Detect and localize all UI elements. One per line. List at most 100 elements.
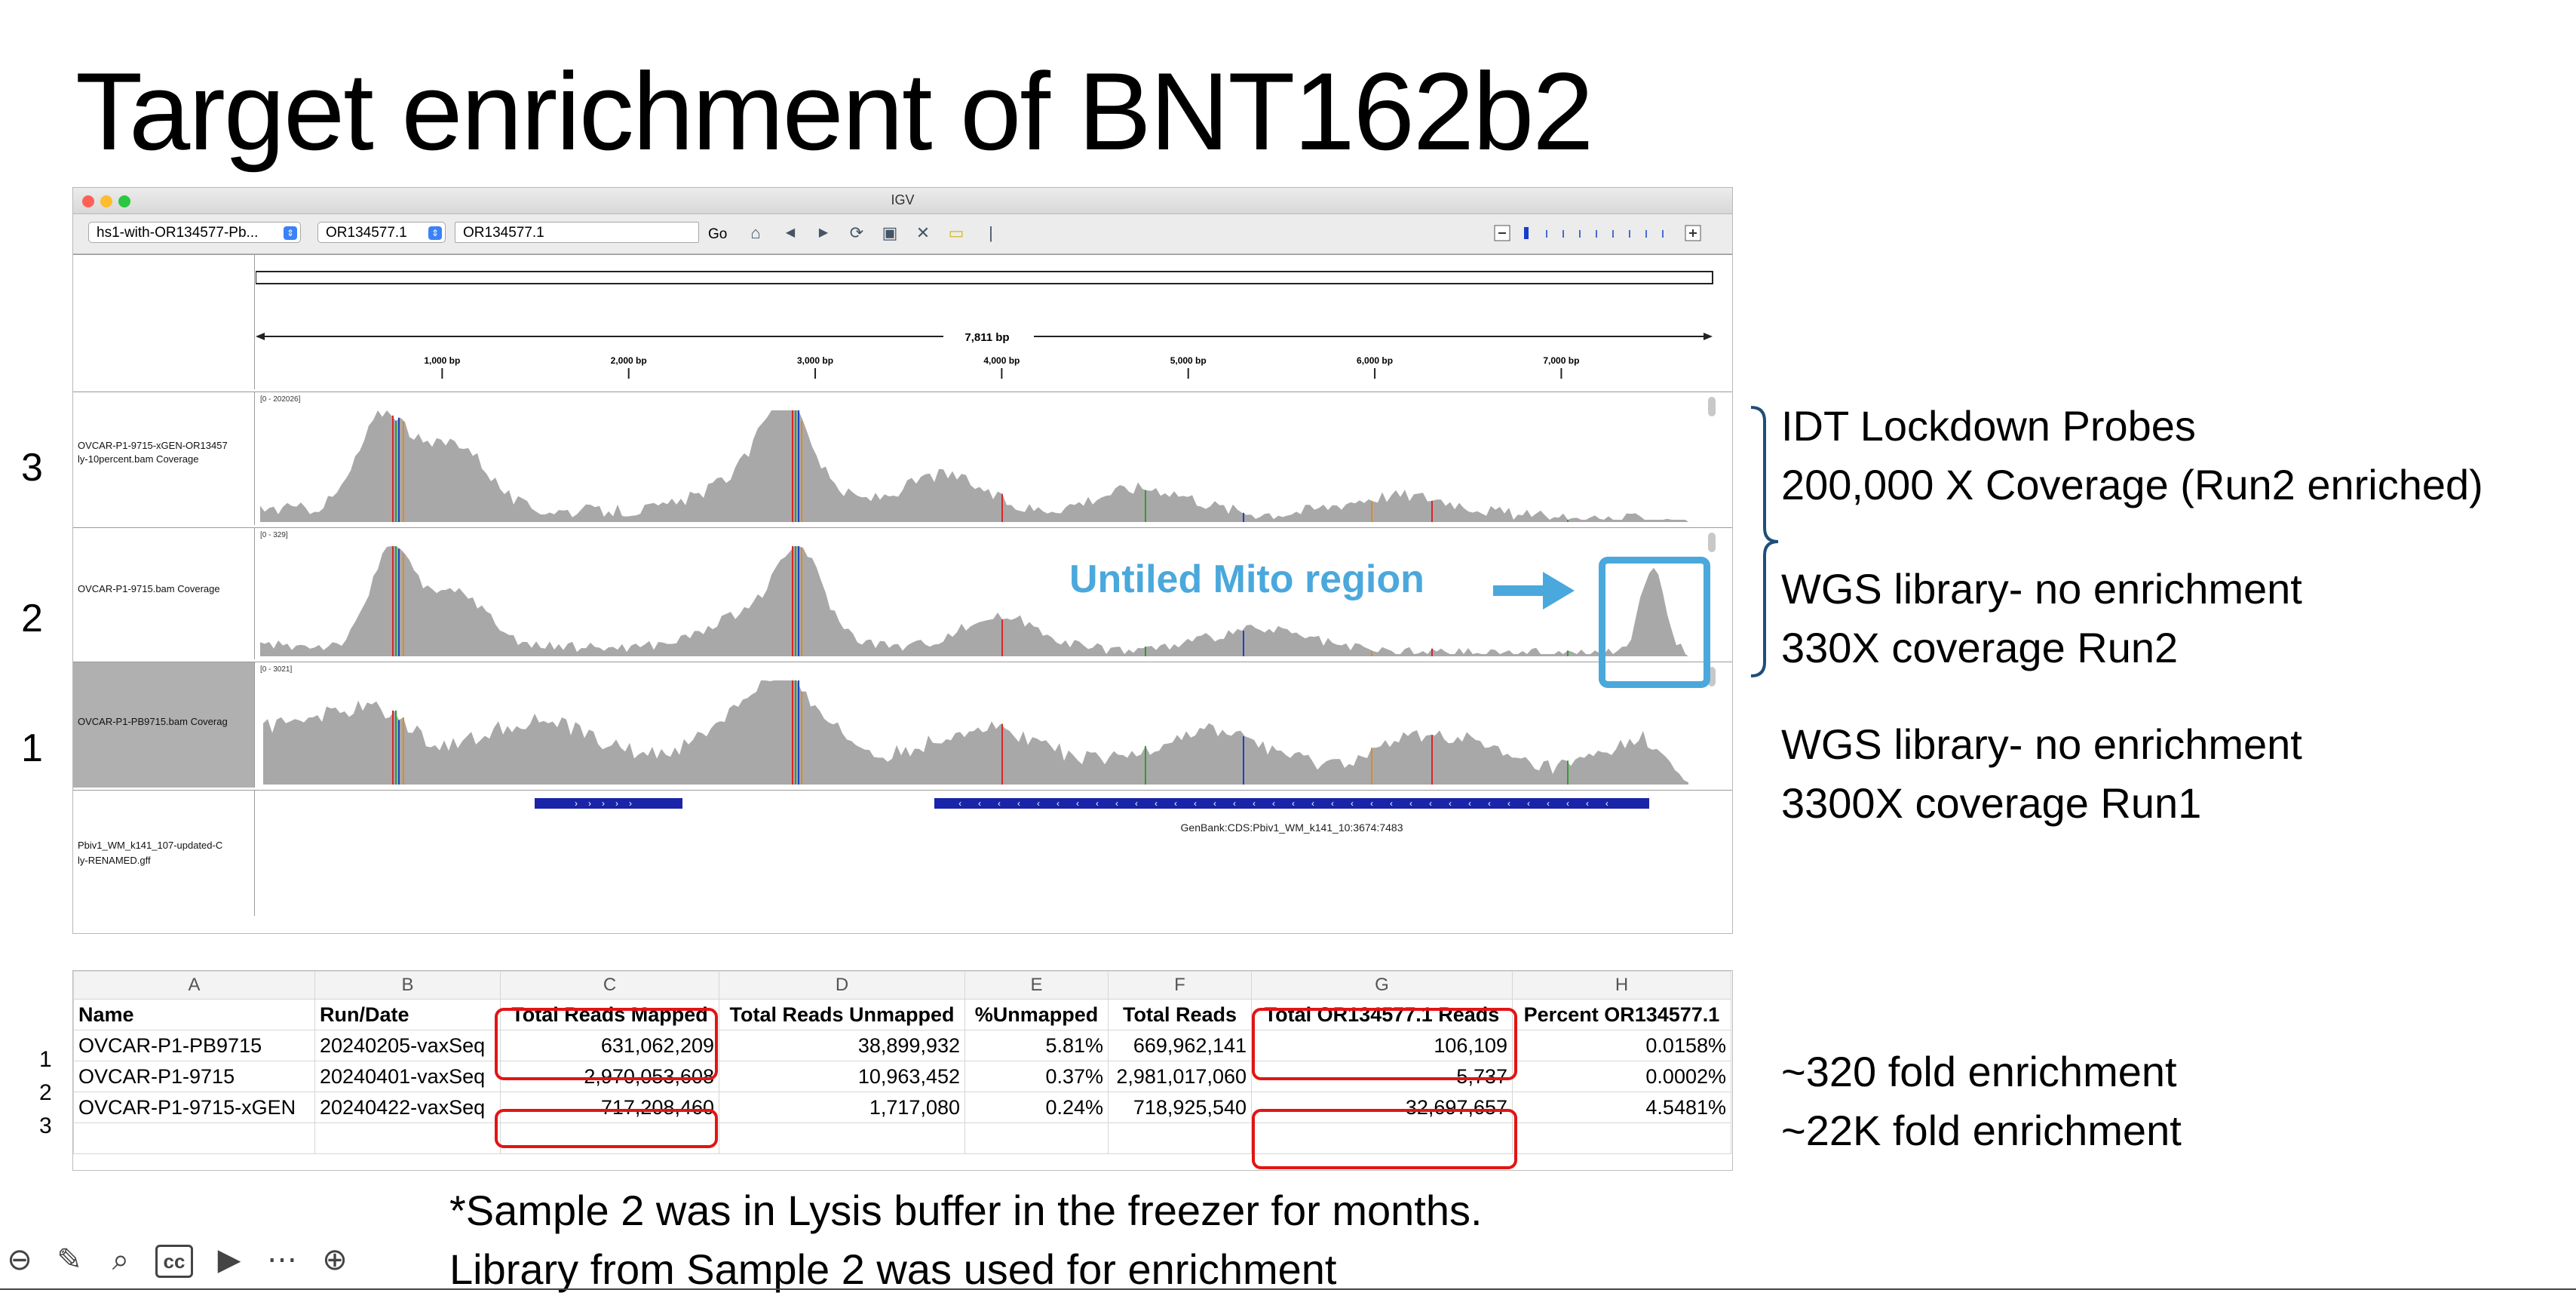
close-window-icon[interactable] — [82, 195, 94, 207]
cell[interactable]: 631,062,209 — [500, 1030, 719, 1061]
cell[interactable]: 10,963,452 — [719, 1061, 965, 1092]
cell[interactable] — [1108, 1122, 1252, 1154]
highlight-box-mapped-run3 — [495, 1109, 718, 1148]
magnifier-icon[interactable]: ⌕ — [112, 1243, 130, 1276]
cell[interactable]: 20240422-vaxSeq — [314, 1092, 501, 1123]
column-letter[interactable]: G — [1251, 971, 1513, 1000]
closed-caption-icon[interactable]: cc — [155, 1245, 193, 1278]
cell[interactable]: OVCAR-P1-9715 — [73, 1061, 315, 1092]
column-letter[interactable]: H — [1512, 971, 1731, 1000]
cell[interactable]: 20240401-vaxSeq — [314, 1061, 501, 1092]
strand-arrows-forward: ››››› — [575, 798, 642, 809]
cell[interactable]: 0.0002% — [1512, 1061, 1731, 1092]
refresh-icon[interactable]: ⟳ — [849, 223, 864, 242]
ruler-tick-label: 3,000 bp — [797, 355, 833, 366]
header-cell[interactable]: Total Reads — [1108, 999, 1252, 1030]
column-letter[interactable]: E — [964, 971, 1109, 1000]
header-cell[interactable]: Total OR134577.1 Reads — [1251, 999, 1513, 1030]
column-letter[interactable]: B — [314, 971, 501, 1000]
coverage-area: [0 - 329] — [256, 528, 1719, 659]
track-scrollbar[interactable] — [1708, 533, 1716, 552]
track-number-2: 2 — [21, 597, 43, 640]
back-icon[interactable]: ◀ — [785, 226, 796, 239]
cell[interactable]: OVCAR-P1-9715-xGEN — [73, 1092, 315, 1123]
cell[interactable]: 718,925,540 — [1108, 1092, 1252, 1123]
table-row: OVCAR-P1-9715-xGEN 20240422-vaxSeq 717,2… — [73, 1092, 1731, 1123]
more-icon[interactable]: ⋯ — [267, 1243, 297, 1276]
go-button[interactable]: Go — [708, 226, 728, 242]
track-scrollbar[interactable] — [1708, 667, 1716, 686]
locus-input[interactable]: OR134577.1 — [455, 222, 699, 243]
cell[interactable] — [73, 1122, 315, 1154]
cell[interactable]: 38,899,932 — [719, 1030, 965, 1061]
cell[interactable]: 5.81% — [964, 1030, 1109, 1061]
pen-icon[interactable]: ✎ — [57, 1243, 82, 1276]
home-icon[interactable]: ⌂ — [750, 223, 761, 242]
cell[interactable] — [1512, 1122, 1731, 1154]
header-cell[interactable]: Total Reads Mapped — [500, 999, 719, 1030]
gff-feature-track: Pbiv1_WM_k141_107-updated-C ly-RENAMED.g… — [73, 790, 1732, 916]
cell[interactable]: 0.24% — [964, 1092, 1109, 1123]
minimize-window-icon[interactable] — [100, 195, 112, 207]
column-letter[interactable]: A — [73, 971, 315, 1000]
roi-icon[interactable]: ▣ — [882, 223, 898, 242]
cell[interactable]: 20240205-vaxSeq — [314, 1030, 501, 1061]
column-letter[interactable]: F — [1108, 971, 1252, 1000]
genome-select[interactable]: hs1-with-OR134577-Pb... ⇕ — [88, 222, 301, 243]
back-arrow-icon[interactable]: ⊖ — [7, 1243, 32, 1276]
track-scrollbar[interactable] — [1708, 397, 1716, 416]
mito-region-label: Untiled Mito region — [1069, 557, 1424, 601]
popup-info-icon[interactable]: ▭ — [948, 223, 964, 242]
forward-icon[interactable]: ▶ — [818, 226, 829, 239]
maximize-window-icon[interactable] — [118, 195, 130, 207]
ruler-icon[interactable]: | — [989, 223, 993, 242]
cds-feature-forward[interactable] — [535, 798, 682, 809]
highlight-box-target-run1 — [1252, 1008, 1517, 1080]
cell[interactable]: OVCAR-P1-PB9715 — [73, 1030, 315, 1061]
cell[interactable] — [1251, 1122, 1513, 1154]
cell[interactable]: 2,970,053,608 — [500, 1061, 719, 1092]
cell[interactable]: 32,697,657 — [1251, 1092, 1513, 1123]
data-range-label: [0 - 3021] — [260, 665, 293, 674]
ruler-tick-label: 5,000 bp — [1170, 355, 1207, 366]
header-cell[interactable]: Percent OR134577.1 — [1512, 999, 1731, 1030]
cds-feature-reverse[interactable] — [934, 798, 1649, 809]
forward-arrow-icon[interactable]: ⊕ — [322, 1243, 348, 1276]
cell[interactable] — [314, 1122, 501, 1154]
highlight-box-target-run3 — [1252, 1109, 1517, 1169]
feature-area: ››››› ‹‹‹‹‹‹‹‹‹‹‹‹‹‹‹‹‹‹‹‹‹‹‹‹‹‹‹‹‹‹‹‹‹‹… — [256, 791, 1719, 916]
header-cell[interactable]: %Unmapped — [964, 999, 1109, 1030]
zoom-widget[interactable] — [1494, 223, 1705, 243]
cell[interactable]: 4.5481% — [1512, 1092, 1731, 1123]
cell[interactable] — [719, 1122, 965, 1154]
cell[interactable]: 0.0158% — [1512, 1030, 1731, 1061]
probes-annotation-line1: IDT Lockdown Probes — [1781, 402, 2196, 450]
header-cell[interactable]: Total Reads Unmapped — [719, 999, 965, 1030]
genome-select-value: hs1-with-OR134577-Pb... — [97, 225, 259, 241]
wgs2-annotation-line2: 330X coverage Run2 — [1781, 624, 2179, 671]
cell[interactable]: 669,962,141 — [1108, 1030, 1252, 1061]
chromosome-select[interactable]: OR134577.1 ⇕ — [317, 222, 446, 243]
cell[interactable]: 5,737 — [1251, 1061, 1513, 1092]
bottom-edge-line — [0, 1288, 2576, 1290]
header-cell[interactable]: Name — [73, 999, 315, 1030]
arrow-right-icon — [1493, 572, 1575, 610]
coverage-plot — [260, 546, 1688, 656]
resize-icon[interactable]: ✕ — [915, 223, 931, 242]
cell[interactable]: 717,208,460 — [500, 1092, 719, 1123]
video-camera-icon[interactable]: ▶ — [217, 1243, 241, 1276]
igv-window-title: IGV — [891, 192, 915, 207]
igv-toolbar: hs1-with-OR134577-Pb... ⇕ OR134577.1 ⇕ O… — [73, 214, 1732, 254]
cell[interactable]: 0.37% — [964, 1061, 1109, 1092]
cell[interactable]: 1,717,080 — [719, 1092, 965, 1123]
column-letter[interactable]: C — [500, 971, 719, 1000]
table-row: OVCAR-P1-9715 20240401-vaxSeq 2,970,053,… — [73, 1061, 1731, 1092]
column-letter[interactable]: D — [719, 971, 965, 1000]
cell[interactable]: 2,981,017,060 — [1108, 1061, 1252, 1092]
cell[interactable] — [964, 1122, 1109, 1154]
header-row: Name Run/Date Total Reads Mapped Total R… — [73, 999, 1731, 1030]
cell[interactable] — [500, 1122, 719, 1154]
span-arrow-right — [1704, 333, 1713, 340]
header-cell[interactable]: Run/Date — [314, 999, 501, 1030]
reads-table: A B C D E F G H Name Run/Date Total Read… — [73, 971, 1731, 1154]
